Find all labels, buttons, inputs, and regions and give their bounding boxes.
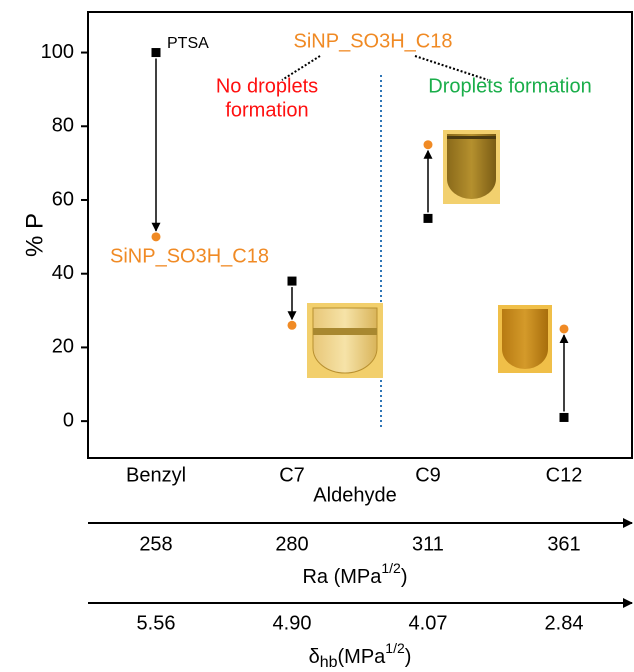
x-tick-label: C9 xyxy=(415,464,441,486)
plot-frame xyxy=(87,11,633,459)
point xyxy=(151,48,161,58)
series-label: PTSA xyxy=(167,35,209,52)
connector xyxy=(414,55,489,81)
point xyxy=(559,324,569,334)
x-tick-label: C7 xyxy=(279,464,305,486)
annotation: SiNP_SO3H_C18 xyxy=(294,30,453,52)
vial xyxy=(307,303,383,378)
point xyxy=(423,140,433,150)
series-label: SiNP_SO3H_C18 xyxy=(110,245,269,267)
point xyxy=(423,213,433,223)
x-axis-label: Aldehyde xyxy=(313,484,396,506)
annotation: No droplets xyxy=(216,75,318,97)
y-tick-label: 100 xyxy=(41,41,74,63)
ra-tick-label: 361 xyxy=(547,533,580,555)
annotation: Droplets formation xyxy=(428,75,591,97)
y-tick-label: 20 xyxy=(52,336,74,358)
point xyxy=(287,320,297,330)
y-tick-label: 40 xyxy=(52,262,74,284)
dhb-tick-label: 2.84 xyxy=(545,612,584,634)
ra-tick-label: 311 xyxy=(412,533,444,555)
vial xyxy=(498,305,552,373)
dhb-axis-label: δhb(MPa1/2) xyxy=(309,640,412,672)
point xyxy=(559,412,569,422)
vial xyxy=(443,130,500,204)
y-axis-label: % P xyxy=(21,213,48,257)
dhb-tick-label: 4.07 xyxy=(409,612,448,634)
connector xyxy=(281,55,321,81)
ra-tick-label: 258 xyxy=(139,533,172,555)
x-tick-label: Benzyl xyxy=(126,464,186,486)
y-tick-label: 0 xyxy=(63,409,74,431)
ra-axis-label: Ra (MPa1/2) xyxy=(302,560,407,589)
x-tick-label: C12 xyxy=(546,464,583,486)
y-tick-label: 80 xyxy=(52,115,74,137)
point xyxy=(287,276,297,286)
dhb-tick-label: 4.90 xyxy=(273,612,312,634)
y-tick-label: 60 xyxy=(52,188,74,210)
point xyxy=(151,232,161,242)
dhb-tick-label: 5.56 xyxy=(137,612,176,634)
annotation: formation xyxy=(225,99,308,121)
ra-tick-label: 280 xyxy=(275,533,308,555)
